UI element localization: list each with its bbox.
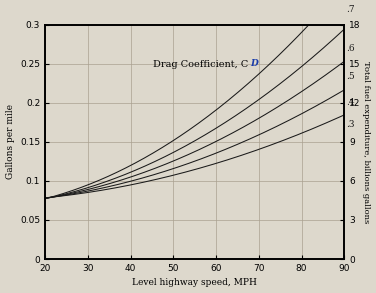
X-axis label: Level highway speed, MPH: Level highway speed, MPH — [132, 278, 257, 287]
Text: D: D — [250, 59, 258, 68]
Text: .6: .6 — [347, 44, 355, 53]
Text: Drag Coefficient, C: Drag Coefficient, C — [153, 60, 248, 69]
Y-axis label: Total fuel expenditure, billions gallons: Total fuel expenditure, billions gallons — [362, 61, 370, 223]
Text: .7: .7 — [347, 5, 355, 14]
Text: .4: .4 — [347, 98, 355, 107]
Text: .5: .5 — [347, 72, 355, 81]
Y-axis label: Gallons per mile: Gallons per mile — [6, 104, 15, 179]
Text: .3: .3 — [347, 120, 355, 129]
